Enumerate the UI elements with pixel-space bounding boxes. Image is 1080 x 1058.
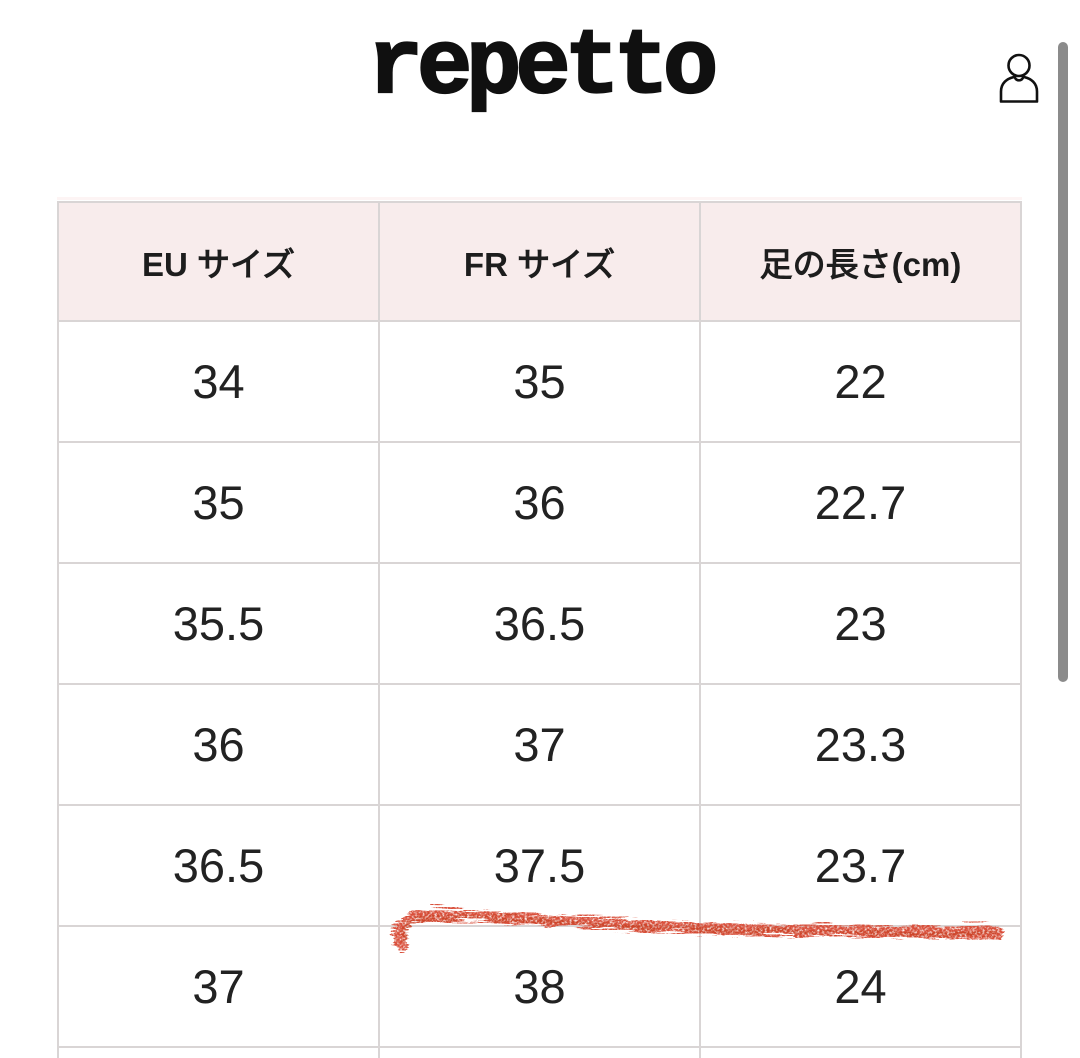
column-header-eu-size: EU サイズ bbox=[57, 201, 380, 322]
cell-fr: 36.5 bbox=[378, 562, 701, 685]
cell-foot-cm: 23 bbox=[699, 562, 1022, 685]
cell-eu: 34 bbox=[57, 320, 380, 443]
table-top-accent bbox=[57, 197, 1022, 200]
cell-fr: 38 bbox=[378, 925, 701, 1048]
cell-foot-cm: 23.3 bbox=[699, 683, 1022, 806]
cell-foot-cm: 22 bbox=[699, 320, 1022, 443]
size-chart-table: EU サイズ FR サイズ 足の長さ(cm) 34 35 22 35 36 22… bbox=[57, 201, 1022, 1058]
cell-eu: 35.5 bbox=[57, 562, 380, 685]
cell-fr: 36 bbox=[378, 441, 701, 564]
cell-fr: 35 bbox=[378, 320, 701, 443]
table-header-row: EU サイズ FR サイズ 足の長さ(cm) bbox=[57, 201, 1022, 322]
column-header-fr-size: FR サイズ bbox=[378, 201, 701, 322]
repetto-logo[interactable]: repetto bbox=[367, 15, 720, 120]
cell-foot-cm: 24 bbox=[699, 925, 1022, 1048]
cell-fr: 37.5 bbox=[378, 804, 701, 927]
cell-eu: 36.5 bbox=[57, 804, 380, 927]
table-row-marked: 36.5 37.5 23.7 bbox=[57, 804, 1022, 927]
table-row: 36 37 23.3 bbox=[57, 683, 1022, 806]
table-row-clipped bbox=[57, 1046, 1022, 1058]
cell-foot-cm: 23.7 bbox=[699, 804, 1022, 927]
cell-eu bbox=[57, 1046, 380, 1058]
scrollbar-thumb[interactable] bbox=[1058, 42, 1068, 682]
cell-eu: 37 bbox=[57, 925, 380, 1048]
cell-foot-cm bbox=[699, 1046, 1022, 1058]
cell-fr: 37 bbox=[378, 683, 701, 806]
cell-foot-cm: 22.7 bbox=[699, 441, 1022, 564]
table-row: 35 36 22.7 bbox=[57, 441, 1022, 564]
cell-fr bbox=[378, 1046, 701, 1058]
table-row: 34 35 22 bbox=[57, 320, 1022, 443]
cell-eu: 36 bbox=[57, 683, 380, 806]
table-row: 37 38 24 bbox=[57, 925, 1022, 1048]
account-icon[interactable] bbox=[997, 52, 1041, 104]
cell-eu: 35 bbox=[57, 441, 380, 564]
table-row: 35.5 36.5 23 bbox=[57, 562, 1022, 685]
column-header-foot-length: 足の長さ(cm) bbox=[699, 201, 1022, 322]
